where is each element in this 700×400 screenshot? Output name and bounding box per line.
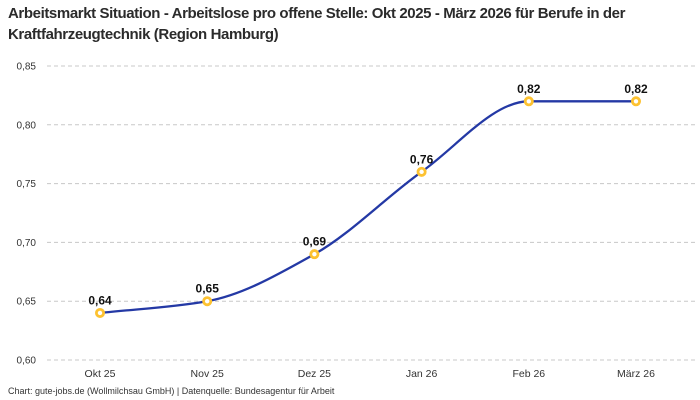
data-point-label: 0,64 bbox=[88, 293, 112, 307]
data-point-marker bbox=[309, 249, 320, 260]
x-tick-label: März 26 bbox=[617, 368, 655, 380]
y-tick-label: 0,80 bbox=[17, 120, 37, 131]
data-point-label: 0,69 bbox=[303, 235, 327, 249]
y-tick-label: 0,75 bbox=[17, 179, 37, 190]
trend-line bbox=[98, 100, 638, 315]
x-tick-label: Dez 25 bbox=[298, 368, 331, 380]
x-tick-label: Okt 25 bbox=[85, 368, 116, 380]
data-point-marker bbox=[416, 166, 427, 177]
data-point-label: 0,65 bbox=[196, 282, 220, 296]
y-tick-label: 0,60 bbox=[17, 356, 37, 367]
data-point-marker bbox=[202, 296, 213, 307]
y-tick-label: 0,65 bbox=[17, 297, 37, 308]
chart-source-credit: Chart: gute-jobs.de (Wollmilchsau GmbH) … bbox=[8, 386, 335, 396]
data-point-marker bbox=[95, 307, 106, 318]
data-point-label: 0,76 bbox=[410, 152, 434, 166]
data-point-marker bbox=[631, 96, 642, 107]
data-point-label: 0,82 bbox=[517, 82, 541, 96]
data-point-marker bbox=[523, 96, 534, 107]
x-tick-label: Nov 25 bbox=[191, 368, 224, 380]
y-tick-label: 0,70 bbox=[17, 238, 37, 249]
data-point-label: 0,82 bbox=[624, 82, 648, 96]
x-tick-label: Feb 26 bbox=[512, 368, 545, 380]
y-tick-label: 0,85 bbox=[17, 62, 37, 73]
chart-title: Arbeitsmarkt Situation - Arbeitslose pro… bbox=[8, 5, 626, 43]
x-tick-label: Jan 26 bbox=[406, 368, 438, 380]
